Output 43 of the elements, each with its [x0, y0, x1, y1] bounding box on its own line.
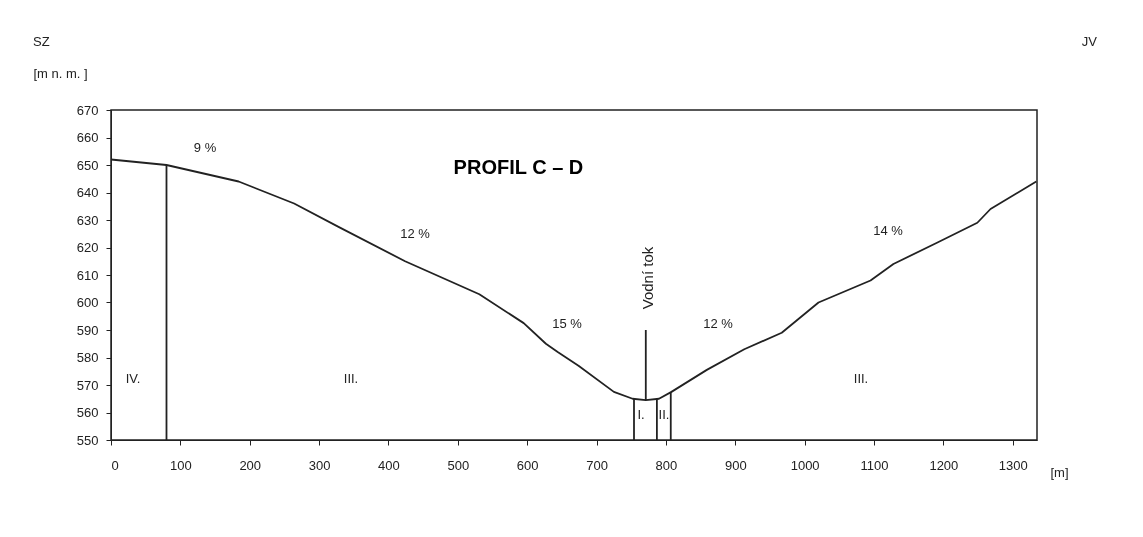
- annotation: Vodní tok: [639, 246, 656, 310]
- annotation: IV.: [125, 371, 141, 386]
- x-tick-label: 1200: [929, 457, 959, 473]
- x-tick-label: 900: [724, 457, 747, 473]
- y-tick-label: 560: [76, 405, 99, 420]
- y-tick-label: 550: [76, 432, 99, 448]
- text: SZ: [33, 34, 50, 49]
- y-tick-label: 660: [76, 130, 99, 145]
- x-tick-label: 300: [308, 457, 331, 473]
- x-tick-label: 1300: [998, 457, 1028, 473]
- x-tick-label: 500: [447, 457, 470, 473]
- annotation: II.: [658, 407, 670, 422]
- y-tick-label: 670: [76, 102, 99, 118]
- y-tick-label: 650: [76, 157, 99, 173]
- y-tick-label: 630: [76, 212, 99, 228]
- x-tick-label: 1100: [860, 457, 889, 473]
- x-tick-label: 400: [378, 457, 400, 473]
- annotation: I.: [637, 407, 645, 422]
- annotation: 9 %: [193, 140, 217, 155]
- x-tick-label: 600: [516, 457, 539, 473]
- text: JV: [1081, 34, 1098, 49]
- annotation: III.: [853, 371, 869, 386]
- y-tick-label: 610: [76, 267, 99, 283]
- x-tick-label: 800: [655, 457, 678, 473]
- y-tick-label: 640: [76, 185, 99, 200]
- y-tick-label: 620: [76, 240, 99, 255]
- annotation: 12 %: [703, 316, 734, 331]
- annotation: III.: [343, 371, 359, 386]
- x-tick-label: 700: [586, 457, 608, 473]
- x-tick-label: 1000: [790, 457, 820, 473]
- x-tick-label: 100: [170, 457, 192, 473]
- y-tick-label: 590: [76, 322, 99, 338]
- y-tick-label: 600: [76, 295, 99, 310]
- text: PROFIL C – D: [453, 156, 584, 178]
- annotation: 12 %: [400, 226, 431, 241]
- x-tick-label: 200: [239, 457, 262, 473]
- y-tick-label: 580: [76, 350, 99, 365]
- x-tick-label: 0: [111, 457, 119, 473]
- y-axis-title: [m n. m. ]: [33, 65, 88, 81]
- annotation: 14 %: [873, 223, 904, 238]
- x-axis-title: [m]: [1050, 464, 1069, 480]
- annotation: 15 %: [552, 316, 583, 331]
- y-tick-label: 570: [76, 377, 99, 393]
